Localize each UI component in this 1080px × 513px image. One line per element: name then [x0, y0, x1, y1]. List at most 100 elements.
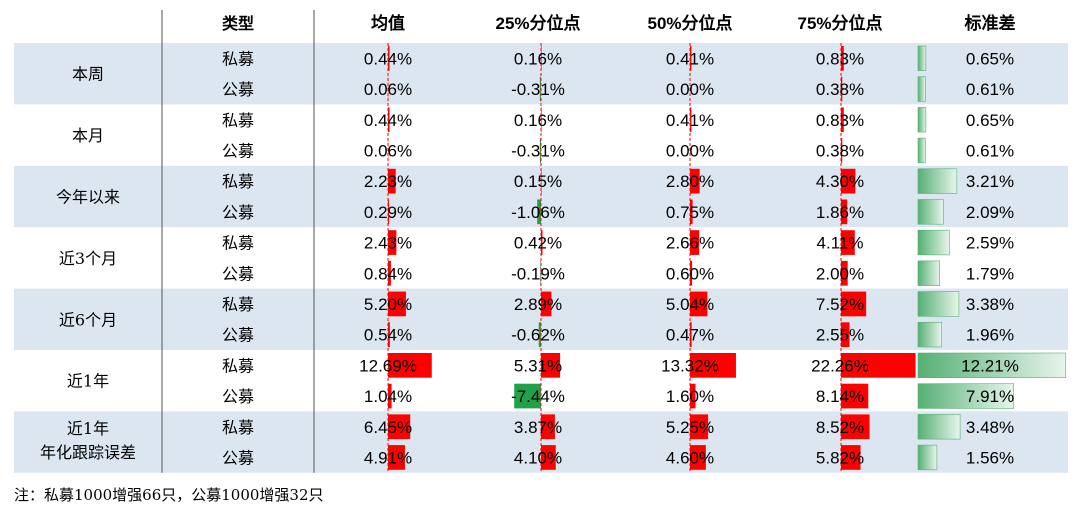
data-label: 0.65% — [966, 111, 1014, 130]
data-label: 3.87% — [514, 418, 562, 437]
data-label: 0.06% — [364, 80, 412, 99]
period-label: 本月 — [72, 126, 104, 145]
data-label: 8.52% — [816, 418, 864, 437]
value-bar — [841, 138, 843, 163]
period-label: 本周 — [72, 65, 104, 84]
value-bar — [841, 260, 848, 286]
std-bar — [917, 229, 950, 256]
value-bar — [690, 46, 692, 71]
data-label: 5.04% — [666, 295, 714, 314]
value-bar — [388, 383, 392, 409]
data-label: 8.14% — [816, 387, 864, 406]
value-bar — [541, 230, 543, 255]
data-label: 2.09% — [966, 203, 1014, 222]
value-bar — [388, 168, 396, 194]
data-label: 0.16% — [514, 49, 562, 68]
header-4: 50%分位点 — [647, 13, 732, 33]
std-bar — [917, 137, 926, 164]
period-label: 近6个月 — [59, 310, 117, 329]
data-label: 5.31% — [514, 356, 562, 375]
period-label: 年化跟踪误差 — [40, 443, 136, 462]
value-bar — [841, 291, 867, 317]
type-label: 公募 — [222, 264, 254, 283]
data-label: 0.65% — [966, 49, 1014, 68]
data-label: 0.41% — [666, 111, 714, 130]
data-label: 2.89% — [514, 295, 562, 314]
value-bar — [690, 445, 706, 470]
data-label: 22.26% — [811, 356, 869, 375]
value-bar — [841, 168, 856, 194]
value-bar — [841, 107, 844, 133]
data-label: 2.66% — [666, 234, 714, 253]
data-label: 5.82% — [816, 448, 864, 467]
value-bar — [690, 107, 692, 133]
type-label: 私募 — [222, 356, 254, 375]
data-label: 2.23% — [364, 172, 412, 191]
type-label: 私募 — [222, 295, 254, 314]
data-label: 0.84% — [364, 264, 412, 283]
data-label: 1.96% — [966, 326, 1014, 345]
data-label: 1.79% — [966, 264, 1014, 283]
data-label: 0.15% — [514, 172, 562, 191]
data-label: 0.60% — [666, 264, 714, 283]
data-label: 0.00% — [666, 141, 714, 160]
data-label: -0.31% — [511, 141, 565, 160]
value-bar — [541, 414, 555, 440]
data-label: 0.75% — [666, 203, 714, 222]
header-2: 均值 — [371, 13, 405, 33]
type-label: 私募 — [222, 49, 254, 68]
period-label: 近3个月 — [59, 249, 117, 268]
value-bar — [388, 199, 390, 225]
value-bar — [541, 445, 556, 470]
data-label: 0.83% — [816, 111, 864, 130]
data-label: 0.47% — [666, 326, 714, 345]
value-bar — [841, 199, 848, 225]
value-bar — [388, 107, 390, 133]
std-bar — [917, 291, 960, 317]
data-label: 0.00% — [666, 80, 714, 99]
value-bar — [539, 76, 541, 102]
data-label: 3.38% — [966, 295, 1014, 314]
data-label: 2.43% — [364, 234, 412, 253]
type-label: 公募 — [222, 326, 254, 345]
value-bar — [690, 353, 736, 378]
data-label: 3.21% — [966, 172, 1014, 191]
type-label: 私募 — [222, 418, 254, 437]
type-label: 私募 — [222, 172, 254, 191]
value-bar — [541, 168, 542, 194]
value-bar — [841, 76, 843, 102]
type-label: 公募 — [222, 141, 254, 160]
value-bar — [841, 230, 855, 255]
data-label: 0.06% — [364, 141, 412, 160]
value-bar — [690, 199, 693, 225]
data-label: -0.62% — [511, 326, 565, 345]
data-label: 6.45% — [364, 418, 412, 437]
data-label: 0.29% — [364, 203, 412, 222]
data-label: 0.54% — [364, 326, 412, 345]
data-label: 0.83% — [816, 49, 864, 68]
data-label: 0.44% — [364, 111, 412, 130]
header-5: 75%分位点 — [797, 13, 882, 33]
data-label: 5.20% — [364, 295, 412, 314]
value-bar — [541, 291, 552, 317]
type-label: 私募 — [222, 111, 254, 130]
data-label: 4.11% — [817, 234, 864, 253]
data-label: 4.30% — [816, 172, 864, 191]
data-label: 5.25% — [666, 418, 714, 437]
value-bar — [690, 414, 709, 440]
data-label: 0.41% — [666, 49, 714, 68]
std-bar — [917, 45, 927, 72]
std-bar — [917, 76, 926, 102]
header-6: 标准差 — [965, 13, 1016, 33]
std-bar — [917, 168, 958, 194]
std-bar — [917, 107, 927, 133]
period-label: 近1年 — [67, 419, 109, 438]
period-label: 近1年 — [67, 372, 109, 391]
value-bar — [514, 383, 541, 409]
data-label: 1.04% — [364, 387, 412, 406]
data-label: 12.69% — [359, 356, 417, 375]
type-label: 公募 — [222, 80, 254, 99]
data-label: 1.56% — [966, 448, 1014, 467]
value-bar — [690, 260, 693, 286]
